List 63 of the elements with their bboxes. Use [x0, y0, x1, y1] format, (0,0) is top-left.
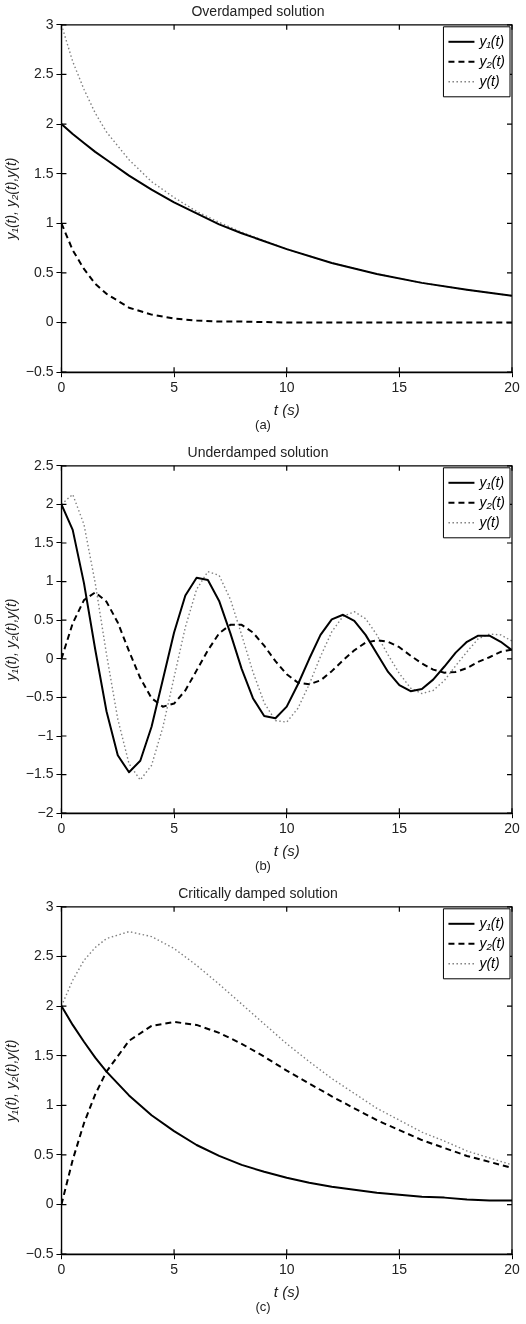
x-tick-label: 0	[57, 1261, 66, 1278]
x-tick-label: 5	[170, 379, 179, 396]
y-tick-label: 0.5	[33, 611, 54, 628]
y-tick-label: −1	[37, 726, 54, 743]
x-tick-label: 5	[170, 820, 179, 837]
x-tick-label: 10	[278, 1261, 295, 1278]
text: (b)	[255, 858, 271, 873]
chart-title: Critically damped solution	[178, 885, 338, 902]
legend-label: y₂(t)	[478, 493, 506, 510]
legend-label: y(t)	[478, 72, 500, 89]
y-tick-label: 2	[45, 996, 54, 1013]
y-tick-label: −0.5	[25, 688, 54, 705]
y-tick-label: 2.5	[33, 947, 54, 964]
legend-label: y(t)	[478, 954, 500, 971]
y-tick-label: −2	[37, 804, 54, 821]
y-tick-label: 0.5	[33, 263, 54, 280]
line-series	[61, 930, 512, 1166]
x-tick-label: 10	[278, 379, 295, 396]
x-axis-title: t (s)	[273, 401, 300, 419]
x-axis-title: t (s)	[273, 1283, 300, 1301]
y-tick-label: 1	[45, 214, 54, 231]
y-tick-label: 1	[45, 572, 54, 589]
x-tick-label: 20	[504, 820, 520, 837]
x-tick-label: 20	[504, 379, 520, 396]
x-tick-label: 20	[504, 1261, 520, 1278]
y-tick-label: 1.5	[33, 1046, 54, 1063]
y-tick-label: 2	[45, 495, 54, 512]
chart-title: Overdamped solution	[191, 3, 325, 20]
y-tick-label: 0.5	[33, 1145, 54, 1162]
x-tick-label: 15	[391, 820, 408, 837]
legend-label: y₂(t)	[478, 52, 506, 69]
y-axis-title: y₁(t), y₂(t),y(t)	[3, 1039, 20, 1123]
chart-title: Underdamped solution	[187, 444, 329, 461]
y-tick-label: 0	[45, 313, 54, 330]
y-tick-label: 0	[45, 649, 54, 666]
text: (a)	[255, 417, 271, 432]
x-tick-label: 5	[170, 1261, 179, 1278]
y-tick-label: 1	[45, 1096, 54, 1113]
y-tick-label: 2.5	[33, 65, 54, 82]
legend-label: y₁(t)	[478, 473, 505, 490]
y-tick-label: −0.5	[25, 1245, 54, 1262]
y-tick-label: −1.5	[25, 765, 54, 782]
x-axis-title: t (s)	[273, 842, 300, 860]
y-tick-label: 1.5	[33, 164, 54, 181]
x-tick-label: 0	[57, 820, 66, 837]
y-tick-label: 3	[45, 897, 54, 914]
y-tick-label: 0	[45, 1195, 54, 1212]
x-tick-label: 0	[57, 379, 66, 396]
legend-label: y₁(t)	[478, 32, 505, 49]
y-tick-label: 2	[45, 114, 54, 131]
legend-label: y₂(t)	[478, 934, 506, 951]
y-tick-label: 3	[45, 15, 54, 32]
legend-label: y₁(t)	[478, 914, 505, 931]
y-axis-title: y₁(t), y₂(t),y(t)	[3, 598, 20, 682]
x-tick-label: 15	[391, 1261, 408, 1278]
y-axis-title: y₁(t), y₂(t),y(t)	[3, 157, 20, 241]
y-tick-label: 1.5	[33, 533, 54, 550]
x-tick-label: 10	[278, 820, 295, 837]
legend-label: y(t)	[478, 513, 500, 530]
x-tick-label: 15	[391, 379, 408, 396]
y-tick-label: −0.5	[25, 363, 54, 380]
text: (c)	[255, 1299, 271, 1314]
y-tick-label: 2.5	[33, 456, 54, 473]
